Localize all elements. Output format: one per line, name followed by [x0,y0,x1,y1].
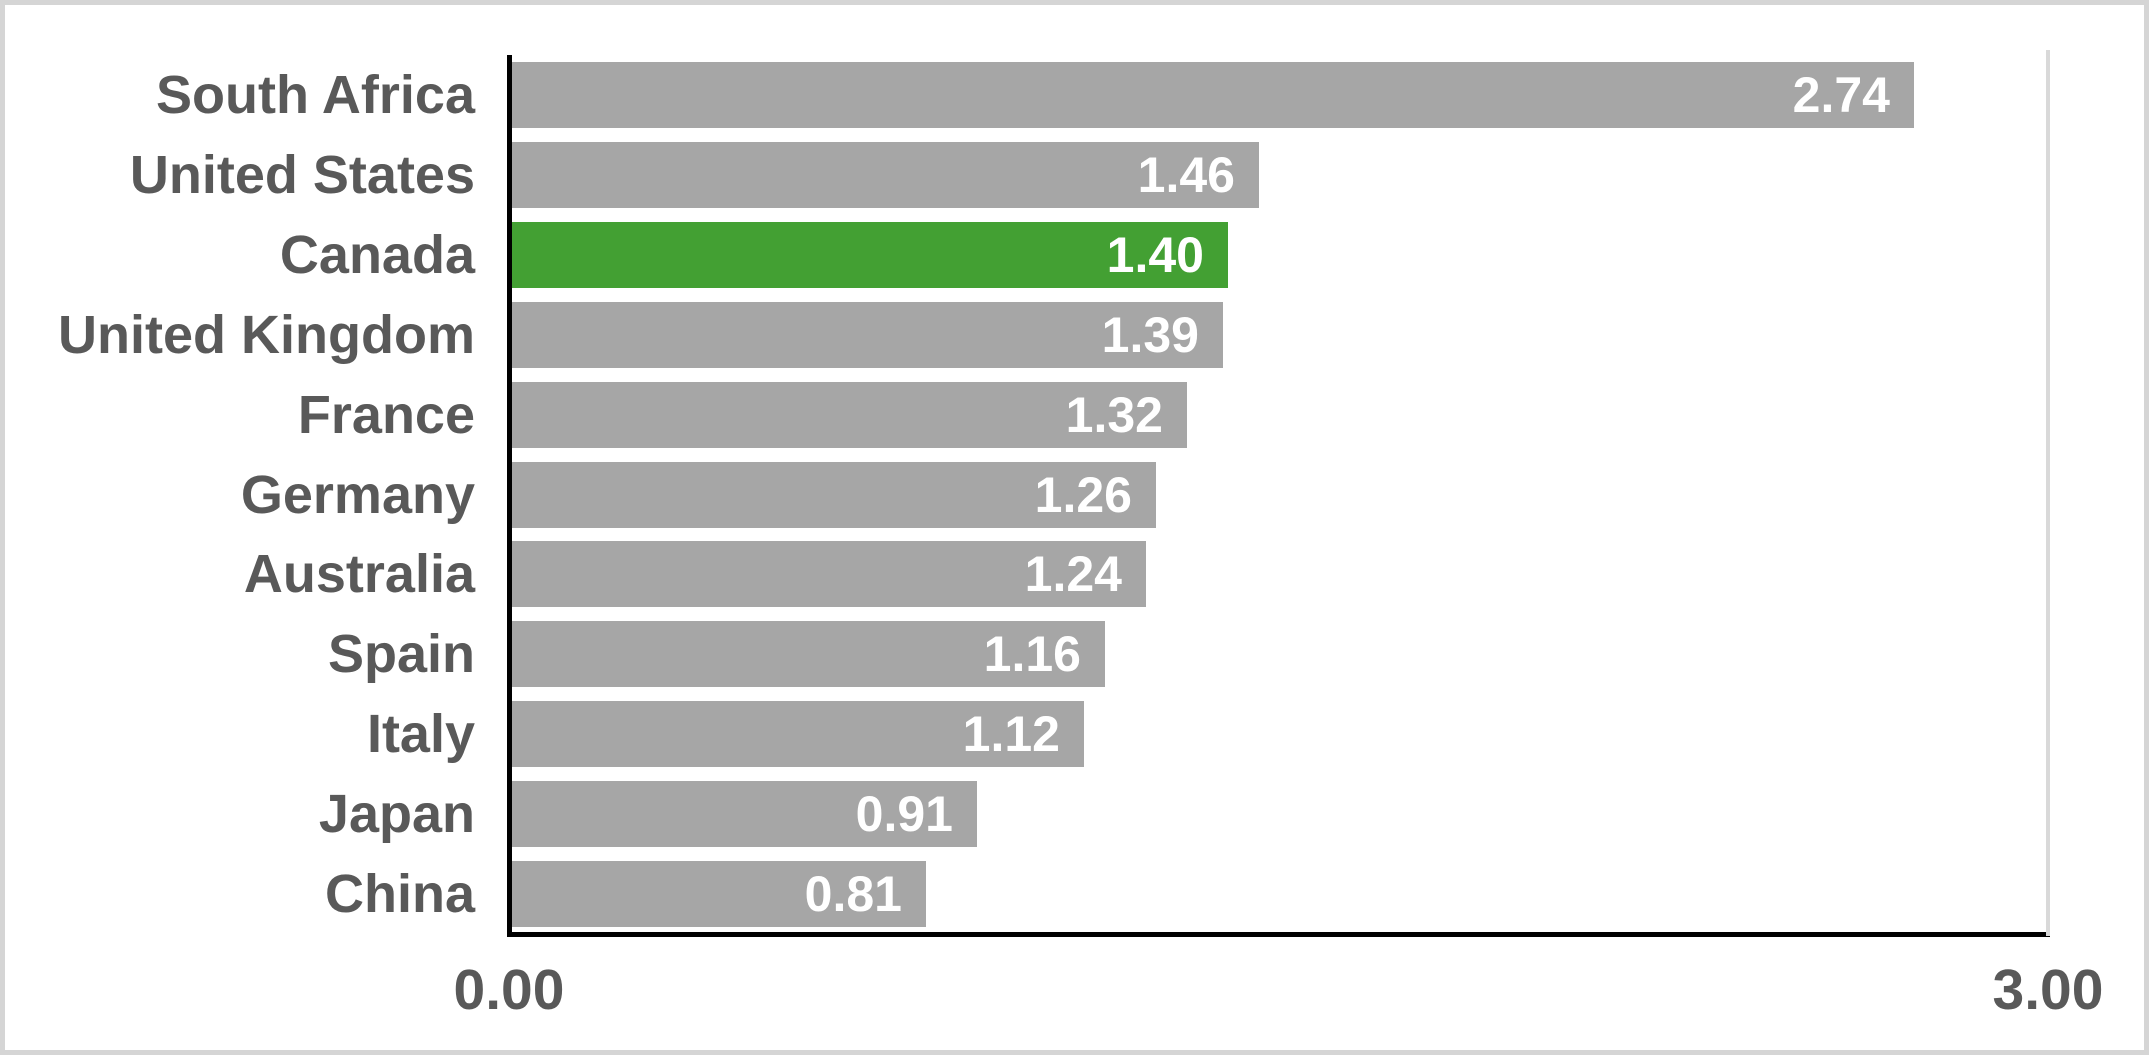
bar: 1.16 [511,621,1105,687]
bar-row: Australia 1.24 [5,541,2144,607]
x-tick-min: 0.00 [453,958,565,1022]
bar-row: China 0.81 [5,861,2144,927]
category-label: Germany [240,465,475,525]
bar-value-label: 1.24 [1024,546,1122,602]
bar-highlighted: 1.40 [511,222,1228,288]
bar-value-label: 1.16 [983,626,1081,682]
category-label: Canada [279,225,475,285]
bar-value-label: 2.74 [1792,67,1890,123]
bar-value-label: 0.91 [855,786,953,842]
plot-area: South Africa 2.74 United States 1.46 Canada 1… [5,5,2144,1050]
category-label: United Kingdom [58,305,475,365]
bar: 1.39 [511,302,1223,368]
category-label: Japan [318,784,475,844]
plot-right-border-line [2046,50,2050,936]
category-label: Spain [327,624,475,684]
bar-value-label: 1.12 [962,706,1060,762]
bar-row: Japan 0.91 [5,781,2144,847]
bar-value-label: 1.39 [1101,307,1199,363]
bar: 0.91 [511,781,977,847]
bar: 1.32 [511,382,1187,448]
x-axis-line [507,932,2050,937]
bar-row: United Kingdom 1.39 [5,302,2144,368]
category-label: France [297,385,475,445]
bar-row: Spain 1.16 [5,621,2144,687]
bar-row: Italy 1.12 [5,701,2144,767]
bar-row: France 1.32 [5,382,2144,448]
bar: 0.81 [511,861,926,927]
category-label: United States [129,145,475,205]
bar-value-label: 1.26 [1034,467,1132,523]
category-label: Australia [243,544,475,604]
bar: 2.74 [511,62,1914,128]
bar-value-label: 1.32 [1065,387,1163,443]
category-label: Italy [366,704,475,764]
bar-row: United States 1.46 [5,142,2144,208]
bar: 1.24 [511,541,1146,607]
category-label: China [324,864,475,924]
bar-row: South Africa 2.74 [5,62,2144,128]
y-axis-line [507,55,512,936]
bar-value-label: 0.81 [804,866,902,922]
bar-row: Germany 1.26 [5,462,2144,528]
category-label: South Africa [155,65,475,125]
bar-value-label: 1.40 [1106,227,1204,283]
bar-row: Canada 1.40 [5,222,2144,288]
bar: 1.26 [511,462,1156,528]
bar-value-label: 1.46 [1137,147,1235,203]
x-tick-max: 3.00 [1992,958,2104,1022]
bar: 1.46 [511,142,1259,208]
bar: 1.12 [511,701,1084,767]
